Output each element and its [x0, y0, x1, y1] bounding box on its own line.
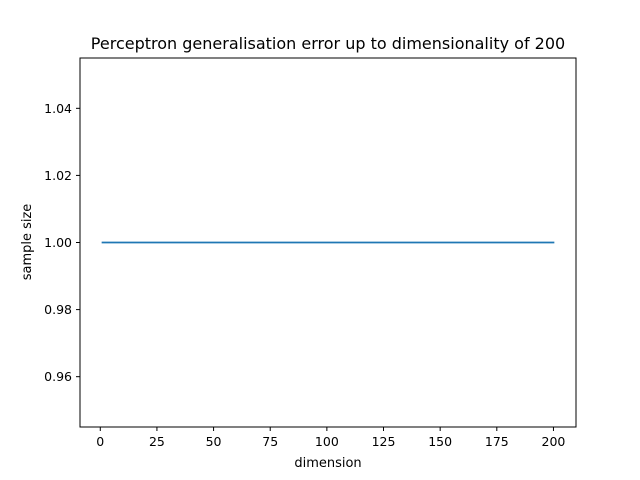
- x-tick-label: 75: [262, 434, 278, 449]
- x-tick-label: 50: [206, 434, 222, 449]
- x-tick-label: 150: [428, 434, 452, 449]
- y-tick-label: 1.02: [44, 168, 72, 183]
- x-tick-label: 0: [96, 434, 104, 449]
- x-tick-label: 25: [149, 434, 165, 449]
- y-tick-label: 0.96: [44, 369, 72, 384]
- x-axis-label: dimension: [294, 456, 361, 471]
- y-tick-label: 1.00: [44, 235, 72, 250]
- x-tick-label: 200: [542, 434, 566, 449]
- y-tick-label: 0.98: [44, 302, 72, 317]
- x-tick-label: 175: [485, 434, 509, 449]
- x-tick-label: 100: [315, 434, 339, 449]
- y-tick-label: 1.04: [44, 101, 72, 116]
- plot-area: 0 25 50 75 100 125 150 175 200 0.96 0.98 1.00 1.02 1.…: [44, 57, 577, 449]
- x-tick-label: 125: [372, 434, 396, 449]
- chart-title: Perceptron generalisation error up to di…: [91, 34, 565, 53]
- y-axis-label: sample size: [20, 204, 35, 281]
